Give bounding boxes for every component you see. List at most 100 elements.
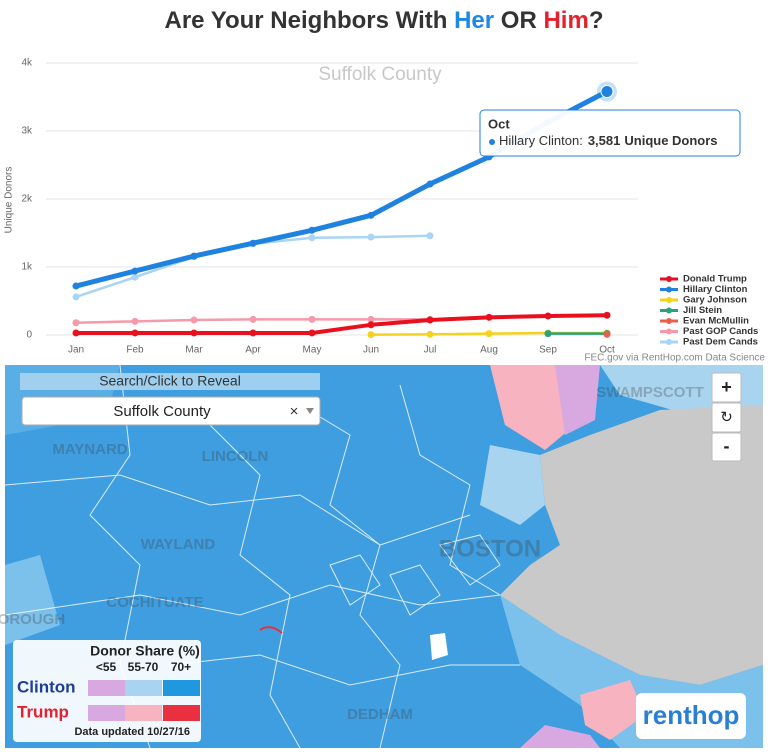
legend-bin: <55 [96,660,117,674]
zoom-in-label: + [721,377,732,397]
point [426,330,434,338]
legend-marker [666,297,672,303]
point [367,321,375,329]
place-label: BOROUGH [0,611,65,628]
y-axis-label: Unique Donors [4,167,15,234]
legend-label: Past Dem Cands [683,337,758,348]
point [367,331,375,339]
series-line [76,313,608,335]
x-tick-label: Aug [480,345,498,356]
x-tick-label: Jun [363,345,379,356]
dropdown-arrow[interactable] [306,408,314,414]
place-label: DEDHAM [347,706,413,723]
point [485,330,493,338]
x-tick-label: Apr [245,345,261,356]
legend-marker [666,276,672,282]
y-tick-label: 1k [21,262,33,273]
point [485,313,493,321]
y-tick-label: 2k [21,194,33,205]
legend-marker [666,318,672,324]
region [480,445,545,525]
map: MAYNARD LINCOLN WAYLAND COCHITUATE BOROUGH BO… [0,365,763,749]
legend-swatch [88,705,125,721]
search-label: Search/Click to Reveal [99,373,241,389]
place-labels: MAYNARD LINCOLN WAYLAND COCHITUATE BOROUGH BO… [0,384,704,723]
legend-label: Hillary Clinton [683,284,748,295]
reset-button[interactable] [711,402,742,433]
point [190,252,198,260]
point [367,315,375,323]
legend-marker [666,307,672,314]
region [580,680,645,740]
point [603,311,611,319]
zoom-out-button[interactable] [711,432,742,462]
legend-label: Gary Johnson [683,295,747,306]
region [555,365,600,435]
tooltip-unit: Unique Donors [624,133,717,148]
legend-swatch [163,680,200,696]
legend-swatch [163,705,200,721]
y-tick-label: 4k [21,58,33,69]
legend-marker [666,328,672,335]
title-part: OR [494,7,543,34]
place-label: LINCOLN [202,448,269,465]
zoom-in-button[interactable] [711,372,742,403]
logo-box [636,693,746,739]
legend-bin: 70+ [171,660,191,674]
legend-row-label: Trump [17,702,69,721]
tooltip-text: Hillary Clinton: 3,581 Unique Donors [499,133,718,148]
point [190,316,198,324]
legend-note: Data updated 10/27/16 [74,726,190,738]
x-tick-label: May [303,345,322,356]
title-part: Her [454,7,494,34]
y-tick-label: 0 [26,330,32,341]
point [131,273,139,281]
point [131,329,139,337]
dropdown[interactable] [21,396,321,426]
point [367,233,375,241]
tooltip-header: Oct [488,116,510,131]
zoom-out-label: - [724,436,730,456]
point [544,312,552,320]
chart-subtitle: Suffolk County [318,64,442,85]
x-tick-label: Mar [185,345,203,356]
source: FEC.gov via RentHop.com Data Science [584,353,765,364]
point [72,329,80,337]
x-tick-label: Feb [126,345,144,356]
point [600,84,614,98]
region [259,626,283,634]
legend-label: Jill Stein [683,305,722,316]
tooltip-dot [489,139,495,145]
legend-marker [666,286,672,293]
point [131,317,139,325]
tooltip-series: Hillary Clinton [499,133,579,148]
legend-label: Past GOP Cands [683,326,758,337]
tooltip: Oct Hillary Clinton: 3,581 Unique Donors [479,109,741,157]
legend-swatch [125,680,162,696]
region [520,725,600,748]
clear-button[interactable]: × [290,403,299,420]
point [249,239,257,247]
point [72,293,80,301]
place-label: MAYNARD [52,441,127,458]
legend-row-label: Clinton [17,677,76,696]
chart-title: Are Your Neighbors With Her OR Him? [165,7,604,34]
place-label: WAYLAND [141,536,216,553]
point [249,315,257,323]
point [190,329,198,337]
title-part: ? [589,7,604,34]
point [249,329,257,337]
legend-swatch [125,705,162,721]
logo: renthop [643,700,740,730]
legend-swatch [88,680,125,696]
point [426,316,434,324]
point [308,329,316,337]
chart: Are Your Neighbors With Her OR Him? Suff… [4,7,766,364]
ocean [500,405,763,685]
search-bar[interactable] [20,373,320,390]
place-label: SWAMPSCOTT [596,384,704,401]
place-label: BOSTON [439,535,541,562]
point [308,234,316,242]
